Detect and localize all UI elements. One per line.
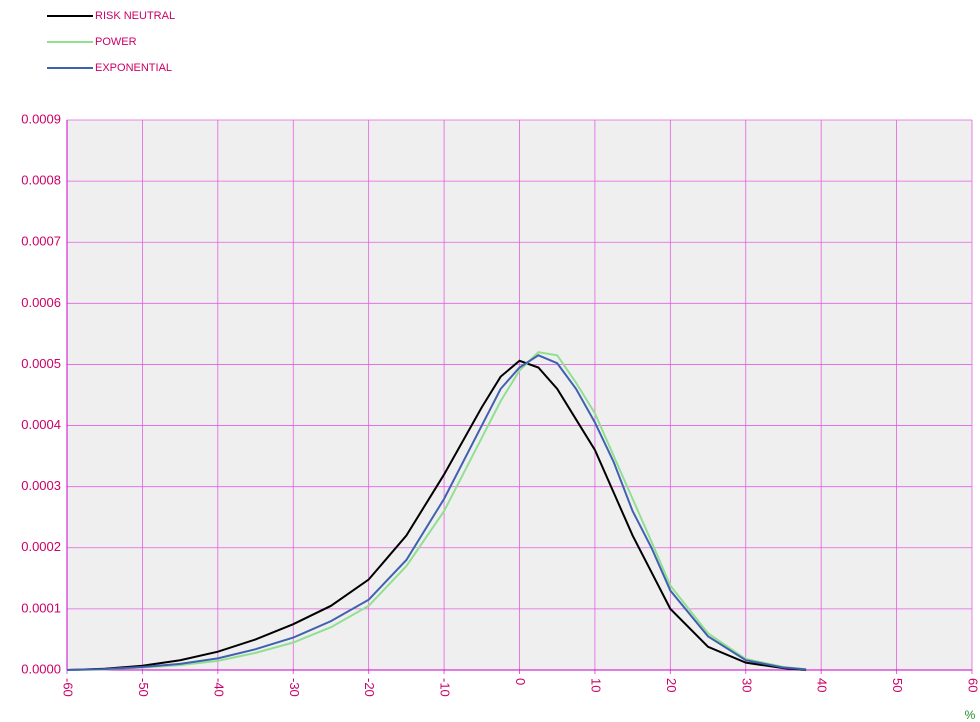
- x-tick-label: 60: [966, 678, 980, 692]
- x-tick-label: -30: [287, 678, 302, 697]
- x-tick-label: 30: [739, 678, 754, 692]
- x-tick-label: 10: [588, 678, 603, 692]
- legend-label: POWER: [95, 36, 137, 48]
- x-tick-label: -10: [438, 678, 453, 697]
- x-tick-label: 40: [815, 678, 830, 692]
- y-tick-label: 0.0004: [21, 417, 61, 432]
- legend-label: EXPONENTIAL: [95, 62, 172, 74]
- x-tick-label: 50: [890, 678, 905, 692]
- x-tick-label: 20: [664, 678, 679, 692]
- x-axis-label: %: [965, 708, 976, 722]
- x-tick-label: -60: [61, 678, 76, 697]
- y-tick-label: 0.0008: [21, 173, 61, 188]
- series-line: [66, 351, 807, 671]
- y-tick-label: 0.0007: [21, 234, 61, 249]
- y-tick-label: 0.0001: [21, 600, 61, 615]
- y-tick-label: 0.0005: [21, 356, 61, 371]
- series-line: [66, 354, 807, 671]
- series-line: [66, 359, 807, 671]
- y-tick-label: 0.0006: [21, 295, 61, 310]
- x-tick-label: -50: [136, 678, 151, 697]
- y-tick-label: 0.0002: [21, 539, 61, 554]
- y-tick-label: 0.0003: [21, 478, 61, 493]
- y-tick-label: 0.0000: [21, 661, 61, 676]
- x-tick-label: 0: [513, 678, 528, 685]
- y-tick-label: 0.0009: [21, 111, 61, 126]
- x-tick-label: -40: [211, 678, 226, 697]
- legend-label: RISK NEUTRAL: [95, 10, 175, 22]
- x-tick-label: -20: [362, 678, 377, 697]
